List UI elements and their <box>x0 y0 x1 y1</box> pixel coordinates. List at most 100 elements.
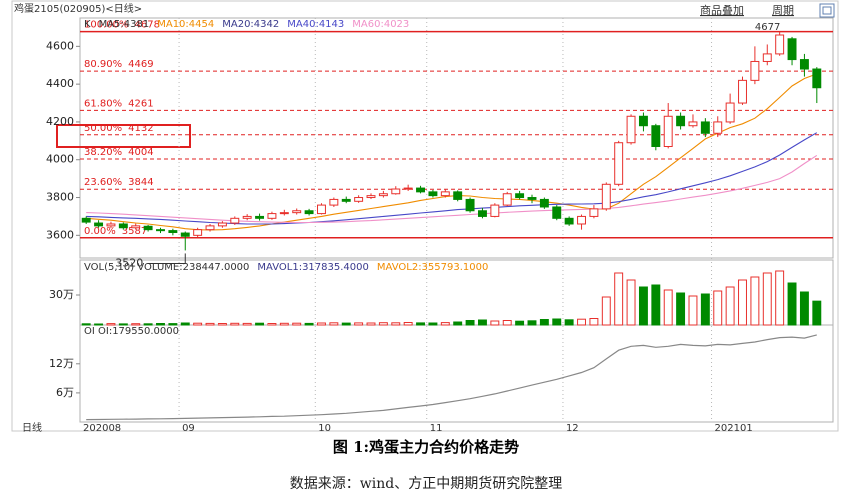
candle-body <box>477 210 487 217</box>
fib-level-label: 38.20% 4004 <box>84 147 154 158</box>
volume-bar <box>279 322 289 326</box>
volume-bar <box>354 322 364 326</box>
volume-bar <box>118 323 128 326</box>
volume-bar <box>750 276 760 326</box>
candle-body <box>193 229 203 236</box>
volume-bar <box>304 322 314 326</box>
candle-body <box>651 125 661 148</box>
volume-bar <box>193 322 203 326</box>
volume-bar <box>292 322 302 326</box>
x-tick-label: 09 <box>182 423 195 434</box>
candle-body <box>700 121 710 134</box>
y-tick-label: 4600 <box>46 39 74 52</box>
volume-bar <box>329 322 339 326</box>
x-axis-label: 日线 <box>22 421 42 434</box>
fib-level-label: 23.60% 3844 <box>84 177 154 188</box>
y-tick-label: 4000 <box>46 153 74 166</box>
volume-bar <box>688 295 698 326</box>
volume-bar <box>143 323 153 326</box>
candle-body <box>799 59 809 70</box>
candle-body <box>663 115 673 148</box>
volume-bar <box>440 322 450 326</box>
indicator-label: MA5:4381 <box>99 19 150 30</box>
fib-level-label: 100.00% 4678 <box>84 20 160 31</box>
y-tick-label: 30万 <box>49 288 74 301</box>
candle-body <box>156 229 165 232</box>
oi-line <box>86 334 817 421</box>
volume-bar <box>94 323 104 326</box>
y-tick-label: 3600 <box>46 228 74 241</box>
candle-body <box>539 198 549 208</box>
candle-body <box>106 223 116 227</box>
volume-bar <box>552 318 562 326</box>
fib-percent: 0.00% <box>84 226 116 237</box>
fib-percent: 50.00% <box>84 123 122 134</box>
indicator-label: MA20:4342 <box>222 19 279 30</box>
toolbar-button[interactable]: 周期 <box>772 4 794 17</box>
volume-bar <box>168 323 178 326</box>
fib-value: 4261 <box>128 98 153 109</box>
fib-level-label: 50.00% 4132 <box>84 123 154 134</box>
fib-percent: 80.90% <box>84 59 122 70</box>
panel-title: VOL(5,10) VOLUME:238447.0000 <box>84 262 249 273</box>
volume-bar <box>713 290 723 326</box>
fib-percent: 23.60% <box>84 177 122 188</box>
candle-body <box>255 215 265 219</box>
x-tick-label: 11 <box>430 423 443 434</box>
candle-body <box>304 210 314 215</box>
fib-percent: 38.20% <box>84 147 122 158</box>
candle-body <box>638 115 648 127</box>
candle-body <box>738 79 747 104</box>
candle-body <box>440 191 450 197</box>
symbol-title: 鸡蛋2105(020905)<日线> <box>14 2 142 15</box>
toolbar-button[interactable]: 商品叠加 <box>700 3 744 17</box>
candle-body <box>676 115 686 127</box>
candle-body <box>626 115 636 144</box>
volume-bar <box>762 272 772 326</box>
candle-body <box>267 213 277 219</box>
candle-body <box>502 193 512 206</box>
fib-level-label: 61.80% 4261 <box>84 98 154 109</box>
candle-body <box>131 225 141 229</box>
volume-bar <box>539 319 549 326</box>
candle-body <box>403 187 413 190</box>
fib-value: 4132 <box>128 123 153 134</box>
candle-body <box>515 193 525 199</box>
volume-bar <box>799 291 809 326</box>
volume-bar <box>638 286 648 326</box>
y-tick-label: 6万 <box>56 386 74 399</box>
volume-bar <box>242 322 252 326</box>
candle-body <box>713 121 723 134</box>
volume-bar <box>564 319 574 326</box>
high-annotation: 4677 <box>755 22 780 33</box>
x-tick-label: 202008 <box>83 423 121 434</box>
volume-bar <box>676 292 686 326</box>
highlight-box <box>56 124 191 148</box>
y-tick-label: 12万 <box>49 357 74 370</box>
indicator-label: MA60:4023 <box>352 19 409 30</box>
volume-bar <box>366 322 376 326</box>
candle-body <box>775 34 785 55</box>
candle-body <box>416 187 426 193</box>
volume-bar <box>391 322 401 326</box>
toolbar-icon[interactable] <box>819 3 835 18</box>
volume-bar <box>614 272 624 326</box>
x-tick-label: 10 <box>318 423 331 434</box>
volume-bar <box>465 320 475 326</box>
candle-body <box>577 215 586 225</box>
fib-value: 4678 <box>135 20 160 31</box>
candle-body <box>812 68 822 89</box>
volume-bar <box>255 322 265 326</box>
volume-bar <box>217 323 227 326</box>
volume-bar <box>416 322 426 326</box>
x-tick-label: 12 <box>566 423 579 434</box>
fib-level-label: 80.90% 4469 <box>84 59 154 70</box>
volume-bar <box>775 270 785 326</box>
candle-body <box>453 191 463 200</box>
volume-bar <box>577 318 586 326</box>
candle-body <box>564 217 574 225</box>
candle-body <box>366 195 376 199</box>
indicator-label: MAVOL1:317835.4000 <box>257 262 368 273</box>
